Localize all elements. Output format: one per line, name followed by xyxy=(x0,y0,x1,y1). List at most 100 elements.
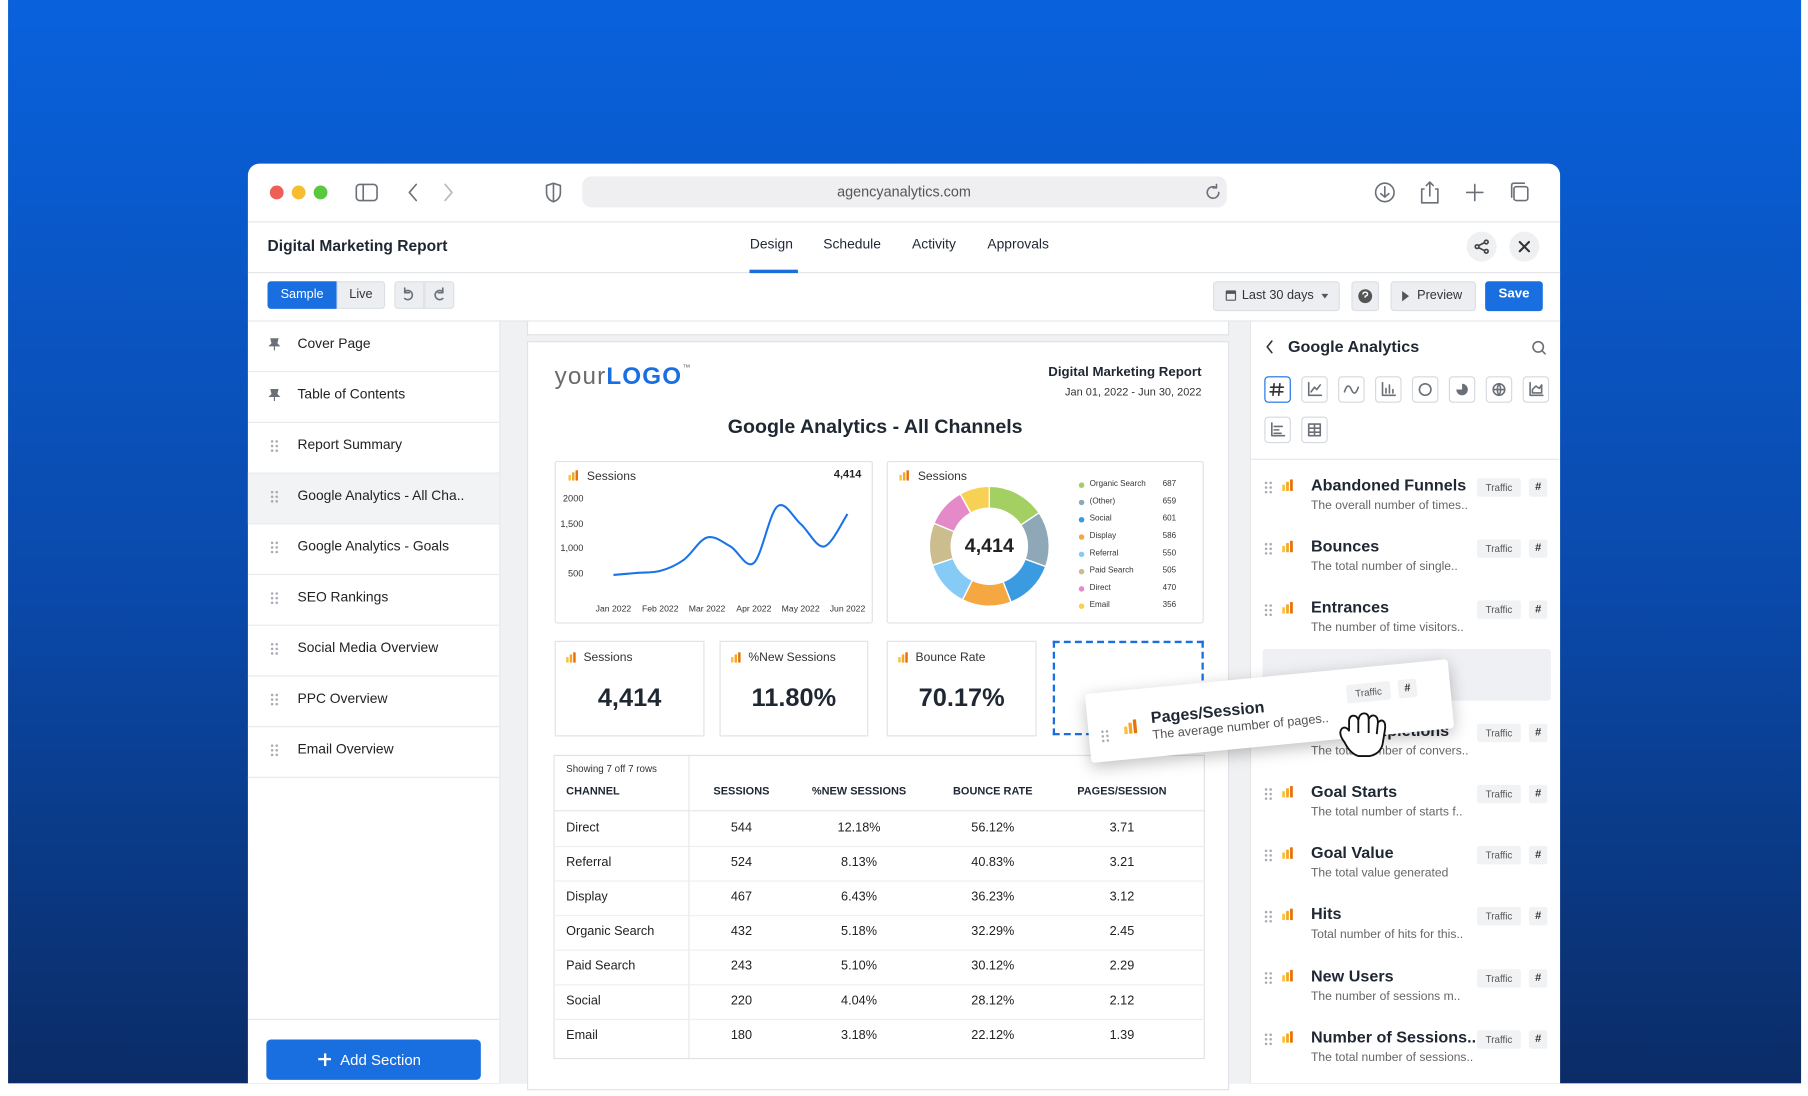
legend-label: Email xyxy=(1089,601,1110,610)
tab[interactable]: Approvals xyxy=(987,236,1049,253)
metric-name[interactable]: Goal Value xyxy=(1311,843,1394,862)
zoom-light[interactable] xyxy=(313,185,328,200)
divider xyxy=(247,624,500,626)
drag-handle-dot xyxy=(1105,730,1109,733)
tab[interactable]: Schedule xyxy=(823,236,881,253)
drag-handle-dot xyxy=(270,693,274,697)
section-item[interactable]: Report Summary xyxy=(297,436,403,453)
sidebar-icon[interactable] xyxy=(355,183,378,202)
section-item[interactable]: PPC Overview xyxy=(297,690,388,707)
x-tick-label: Feb 2022 xyxy=(641,603,679,614)
table-cell: Organic Search xyxy=(566,924,655,939)
column-header: SESSIONS xyxy=(713,785,770,798)
dragged-widget[interactable]: Pages/Session The average number of pages… xyxy=(1084,659,1455,763)
table-cell: 3.12 xyxy=(1109,890,1135,905)
analytics-icon xyxy=(1290,847,1293,859)
divider xyxy=(247,472,500,474)
section-item[interactable]: Google Analytics - Goals xyxy=(297,537,450,555)
panel-back-icon[interactable] xyxy=(1266,340,1273,354)
report-name: Digital Marketing Report xyxy=(267,237,448,255)
save-button[interactable] xyxy=(1485,281,1543,312)
shield-icon[interactable] xyxy=(545,182,562,203)
tab[interactable]: Activity xyxy=(912,236,956,253)
tabs-icon[interactable] xyxy=(1510,182,1529,202)
column-header: %NEW SESSIONS xyxy=(811,785,907,798)
widget-type[interactable] xyxy=(1411,376,1439,403)
line-chart-card[interactable] xyxy=(554,460,873,624)
analytics-icon xyxy=(1286,788,1289,798)
metric-name[interactable]: Number of Sessions.. xyxy=(1311,1027,1477,1046)
drag-handle-dot xyxy=(275,444,279,448)
symbol-box xyxy=(1528,600,1548,620)
tab[interactable]: Design xyxy=(749,236,793,253)
metric-symbol: # xyxy=(1535,542,1542,555)
address-bar[interactable] xyxy=(582,176,1227,208)
redo-button[interactable] xyxy=(424,281,455,309)
metric-name[interactable]: Entrances xyxy=(1311,598,1390,617)
analytics-icon xyxy=(1282,1036,1285,1043)
analytics-icon xyxy=(1282,791,1285,798)
kpi-card[interactable] xyxy=(554,640,705,737)
close-light[interactable] xyxy=(269,185,284,200)
table-card[interactable] xyxy=(553,754,1205,1060)
metric-name[interactable]: Goal Starts xyxy=(1311,782,1398,801)
undo-button[interactable] xyxy=(394,281,425,309)
tag-box xyxy=(1477,784,1521,804)
metric-tag: Traffic xyxy=(1485,481,1513,494)
metric-description: The number of sessions m.. xyxy=(1311,989,1461,1003)
preview-button[interactable] xyxy=(1390,281,1476,312)
selected-section xyxy=(247,472,500,524)
y-tick-label: 1,500 xyxy=(560,518,584,529)
mode-option[interactable]: Sample xyxy=(280,287,324,302)
share-button[interactable] xyxy=(1466,231,1497,262)
divider xyxy=(553,810,1205,812)
section-item[interactable]: Social Media Overview xyxy=(297,639,439,656)
y-tick-label: 500 xyxy=(568,568,584,579)
widget-type[interactable] xyxy=(1375,376,1402,403)
drag-handle-dot xyxy=(275,744,279,747)
drag-handle-dot xyxy=(275,652,279,655)
logo-prefix: your xyxy=(554,363,607,390)
kpi-card[interactable] xyxy=(719,640,869,737)
section-item[interactable]: Google Analytics - All Cha.. xyxy=(297,487,465,504)
toggle-live[interactable] xyxy=(336,281,386,309)
reload-icon[interactable] xyxy=(1206,183,1220,199)
back-icon[interactable] xyxy=(408,183,418,202)
panel-search-icon[interactable] xyxy=(1532,340,1546,355)
drag-handle-dot xyxy=(1264,1038,1268,1041)
table-cell: 2.29 xyxy=(1109,959,1135,974)
widget-type[interactable] xyxy=(1264,376,1291,403)
metric-name[interactable]: Bounces xyxy=(1311,536,1380,556)
table-cell: 12.18% xyxy=(837,821,881,835)
kpi-value: 4,414 xyxy=(597,683,662,713)
section-item[interactable]: Email Overview xyxy=(297,740,394,757)
section-item[interactable]: SEO Rankings xyxy=(297,588,389,605)
metric-name[interactable]: Hits xyxy=(1311,904,1342,924)
minimize-light[interactable] xyxy=(291,185,306,200)
share-icon[interactable] xyxy=(1420,181,1439,204)
help-button[interactable] xyxy=(1351,281,1380,312)
widget-type[interactable] xyxy=(1522,376,1550,403)
mode-option[interactable]: Live xyxy=(349,287,373,302)
kpi-card[interactable] xyxy=(886,640,1037,737)
forward-icon[interactable] xyxy=(444,183,453,202)
widget-type[interactable] xyxy=(1301,376,1328,403)
drag-handle-dot xyxy=(275,596,279,600)
download-icon[interactable] xyxy=(1374,182,1395,203)
toggle-sample[interactable] xyxy=(267,281,337,309)
metric-symbol: # xyxy=(1535,726,1542,739)
analytics-icon xyxy=(1286,481,1289,491)
section-item[interactable]: Cover Page xyxy=(297,335,371,352)
section-item[interactable]: Table of Contents xyxy=(297,385,406,402)
divider xyxy=(247,320,1561,322)
kpi-label: Bounce Rate xyxy=(915,650,986,665)
new-tab-icon[interactable] xyxy=(1465,183,1484,202)
drag-handle-dot xyxy=(270,702,274,706)
x-tick-label: May 2022 xyxy=(781,603,820,614)
drag-handle-dot xyxy=(1101,730,1104,734)
analytics-icon xyxy=(1290,908,1293,921)
add-section-button[interactable] xyxy=(266,1039,481,1080)
metric-name[interactable]: New Users xyxy=(1311,965,1394,985)
metric-name[interactable]: Abandoned Funnels xyxy=(1311,475,1467,494)
drag-handle-dot xyxy=(270,440,274,443)
